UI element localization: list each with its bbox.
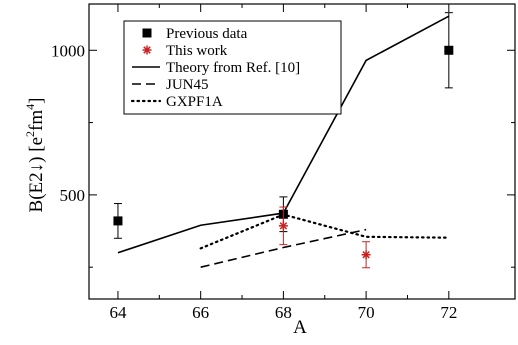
x-tick-label: 66 bbox=[192, 303, 209, 322]
legend-swatch-star bbox=[142, 45, 152, 55]
y-tick-label: 1000 bbox=[51, 41, 85, 60]
axis-layer: 64 66 68 70 72 500 1000 bbox=[51, 4, 515, 322]
legend-label: Theory from Ref. [10] bbox=[166, 60, 300, 76]
legend-swatch-square bbox=[142, 28, 152, 38]
data-point-previous bbox=[113, 216, 123, 226]
legend-box bbox=[123, 20, 342, 115]
x-axis-title: A bbox=[293, 317, 307, 338]
x-tick-label: 64 bbox=[109, 303, 127, 322]
data-point-this-work bbox=[361, 250, 371, 260]
y-axis-title: B(E2↓) [e2fm4] bbox=[23, 98, 47, 213]
star-stroke bbox=[279, 222, 288, 230]
series-line-gxpf1a bbox=[199, 213, 450, 250]
series-layer bbox=[113, 12, 454, 269]
x-tick-label: 70 bbox=[358, 303, 375, 322]
x-tick-label: 72 bbox=[440, 303, 457, 322]
legend-label: GXPF1A bbox=[166, 94, 223, 110]
legend-label: This work bbox=[166, 43, 228, 59]
data-point-this-work bbox=[278, 221, 288, 231]
x-tick-label: 68 bbox=[275, 303, 292, 322]
star-stroke bbox=[362, 251, 370, 259]
legend-label: Previous data bbox=[166, 26, 248, 42]
star-stroke bbox=[143, 46, 151, 54]
y-tick-label: 500 bbox=[60, 186, 86, 205]
plot-frame bbox=[88, 3, 516, 300]
legend-label: JUN45 bbox=[166, 77, 209, 93]
series-line-jun45 bbox=[200, 228, 367, 268]
data-point-previous bbox=[444, 45, 454, 55]
